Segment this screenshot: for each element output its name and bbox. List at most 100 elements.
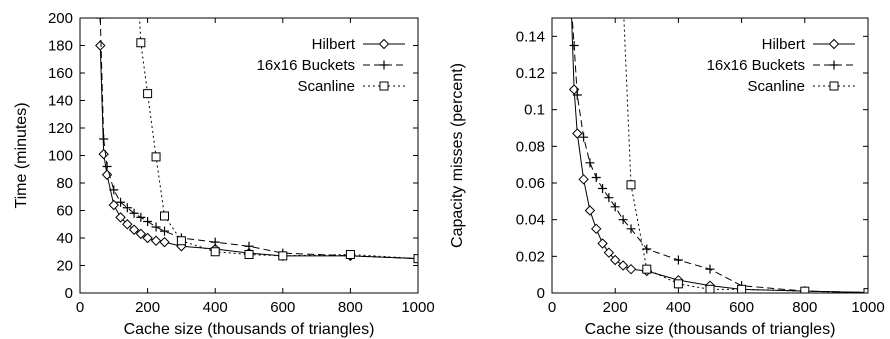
- legend-label: Scanline: [297, 78, 355, 95]
- data-point: [244, 250, 254, 259]
- data-point: [129, 208, 139, 218]
- legend-marker: [828, 38, 840, 50]
- data-point: [95, 40, 106, 51]
- y-tick-label: 20: [56, 258, 73, 275]
- data-point: [210, 247, 220, 257]
- data-point: [128, 224, 140, 235]
- legend-marker: [379, 81, 389, 91]
- y-tick-label: 0.08: [516, 138, 545, 155]
- y-axis-label: Time (minutes): [13, 102, 30, 208]
- series-line: [139, 18, 418, 260]
- data-point: [603, 247, 615, 258]
- data-point: [150, 235, 162, 246]
- plot-frame: [551, 17, 869, 294]
- data-point: [95, 18, 105, 23]
- data-point: [122, 219, 133, 230]
- data-point: [673, 279, 683, 289]
- data-point: [584, 205, 596, 216]
- data-point: [737, 284, 747, 293]
- plot-area: [95, 18, 418, 264]
- x-tick-label: 1000: [401, 299, 434, 316]
- y-tick-label: 60: [56, 203, 73, 220]
- y-tick-label: 140: [48, 93, 73, 110]
- x-axis-label: Cache size (thousands of triangles): [124, 321, 375, 338]
- x-tick-label: 400: [203, 299, 228, 316]
- data-point: [626, 224, 636, 234]
- data-point: [591, 223, 602, 235]
- data-point: [345, 250, 355, 259]
- data-point: [578, 174, 589, 185]
- plot-frame: [79, 17, 419, 294]
- data-point: [143, 89, 153, 99]
- data-point: [626, 180, 636, 190]
- y-tick-label: 0.14: [516, 28, 545, 45]
- y-tick-label: 80: [56, 175, 73, 192]
- data-point: [176, 236, 186, 246]
- x-tick-label: 200: [135, 299, 160, 316]
- legend-marker: [829, 60, 839, 70]
- y-tick-label: 120: [48, 120, 73, 137]
- x-tick-label: 0: [76, 299, 84, 316]
- data-point: [413, 254, 418, 264]
- x-tick-label: 600: [729, 299, 754, 316]
- data-point: [102, 162, 112, 171]
- x-axis-label: Cache size (thousands of triangles): [585, 321, 836, 338]
- legend-marker: [379, 60, 389, 70]
- data-point: [625, 263, 637, 275]
- data-point: [210, 237, 220, 247]
- y-tick-label: 100: [48, 148, 73, 165]
- x-tick-label: 600: [270, 299, 295, 316]
- data-point: [617, 260, 629, 271]
- data-point: [278, 251, 288, 261]
- data-point: [569, 41, 579, 50]
- y-tick-label: 200: [48, 10, 73, 27]
- data-point: [160, 226, 169, 236]
- legend-label: 16x16 Buckets: [257, 57, 355, 74]
- data-point: [800, 286, 810, 293]
- y-tick-label: 160: [48, 65, 73, 82]
- data-point: [142, 232, 153, 244]
- y-axis-label: Capacity misses (percent): [449, 63, 466, 248]
- data-point: [609, 254, 621, 266]
- data-point: [673, 255, 683, 265]
- data-point: [109, 185, 119, 195]
- data-point: [115, 212, 126, 223]
- y-tick-label: 180: [48, 38, 73, 55]
- y-tick-label: 0.06: [516, 175, 545, 192]
- x-tick-label: 1000: [851, 299, 884, 316]
- data-point: [705, 264, 715, 274]
- x-tick-label: 0: [548, 299, 556, 316]
- data-point: [159, 236, 170, 248]
- capacity-misses-chart: 0 200 400 600 800 1000 0 0.02 0.04 0.06 0.08 0.1 0.1…: [449, 17, 885, 338]
- data-point: [705, 284, 715, 293]
- data-point: [572, 128, 583, 139]
- data-point: [604, 193, 614, 203]
- data-point: [591, 173, 601, 182]
- data-point: [244, 241, 254, 251]
- data-point: [122, 203, 132, 213]
- data-point: [610, 202, 620, 212]
- data-point: [579, 132, 589, 142]
- data-point: [598, 184, 608, 193]
- data-point: [585, 158, 595, 168]
- series-line: [99, 45, 418, 260]
- legend-marker: [829, 81, 839, 91]
- data-point: [99, 134, 109, 144]
- data-point: [151, 152, 161, 162]
- data-point: [108, 199, 120, 211]
- y-tick-label: 0: [65, 285, 73, 302]
- x-tick-label: 800: [792, 299, 817, 316]
- y-tick-label: 0: [537, 285, 545, 302]
- data-point: [597, 238, 608, 249]
- data-point: [642, 264, 652, 274]
- data-point: [151, 222, 161, 232]
- legend-marker: [378, 38, 390, 50]
- data-point: [135, 228, 147, 240]
- legend-label: Hilbert: [762, 36, 806, 53]
- data-point: [572, 90, 582, 100]
- data-point: [618, 215, 628, 225]
- plot-area: [568, 18, 868, 293]
- y-tick-label: 0.12: [516, 65, 545, 82]
- time-chart: 0 200 400 600 800 1000 0 20 40 60 80 100 120 140 160 18…: [13, 10, 435, 338]
- data-point: [642, 244, 652, 254]
